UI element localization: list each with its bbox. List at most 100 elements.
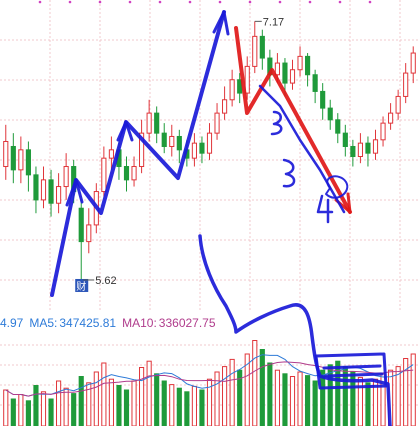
- volume-bar: [71, 393, 77, 426]
- low-marker-glyph: 财: [76, 280, 86, 293]
- candle-body: [403, 72, 409, 97]
- candle-series: [3, 21, 416, 280]
- volume-ma5-line: [5, 354, 414, 397]
- volume-ma10-line: [5, 361, 414, 397]
- candle-body: [18, 149, 24, 171]
- top-marker-dot: [338, 0, 342, 4]
- candle-body: [297, 55, 303, 71]
- volume-ma-legend: 4.97 MA5: 347425.81 MA10: 336027.75: [0, 316, 222, 332]
- candle-body: [63, 166, 69, 188]
- volume-bar: [123, 389, 130, 426]
- volume-series: [3, 340, 416, 426]
- volume-bar: [78, 376, 84, 426]
- volume-bar: [297, 371, 303, 426]
- blue-scribble-3: [282, 158, 296, 188]
- candle-body: [252, 35, 258, 67]
- volume-bar: [403, 358, 409, 426]
- candle-body: [282, 62, 288, 84]
- volume-bar: [206, 378, 213, 426]
- candle-body: [305, 55, 311, 76]
- top-marker-dot: [128, 0, 132, 4]
- top-marker-dot: [68, 0, 72, 4]
- candle-body: [206, 132, 213, 154]
- volume-bar: [108, 378, 114, 426]
- volume-bar: [365, 382, 371, 426]
- blue-loop-to-volume: [198, 234, 392, 426]
- candle-body: [146, 112, 152, 134]
- candle-body: [161, 132, 167, 147]
- candle-body: [169, 135, 175, 147]
- candle-body: [395, 95, 401, 114]
- candle-body: [123, 166, 130, 181]
- candle-body: [108, 149, 114, 159]
- volume-bar: [169, 384, 175, 426]
- red-zigzag-down: [234, 26, 352, 214]
- candle-body: [131, 166, 137, 181]
- hand-drawn-annotations: [50, 10, 392, 426]
- blue-scribble-2: [270, 110, 283, 136]
- top-marker-dot: [158, 0, 162, 4]
- volume-bar: [222, 366, 228, 426]
- blue-trace-down: [258, 84, 346, 214]
- volume-bar: [25, 400, 31, 426]
- top-marker-dot: [248, 0, 252, 4]
- volume-bar: [184, 391, 190, 426]
- candle-body: [365, 142, 371, 154]
- low-price-label: 5.62: [95, 275, 116, 287]
- low-marker-box: [75, 278, 89, 292]
- volume-bar: [282, 373, 288, 426]
- volume-bar: [229, 358, 235, 426]
- volume-bar: [312, 380, 318, 426]
- volume-bar: [10, 398, 16, 426]
- volume-bar: [40, 391, 47, 426]
- candle-body: [191, 142, 197, 159]
- high-price-label: 7.17: [263, 16, 284, 28]
- candle-body: [327, 107, 333, 121]
- candle-body: [259, 35, 265, 59]
- volume-bar: [146, 360, 152, 426]
- candle-body: [154, 112, 160, 134]
- blue-circle: [325, 175, 349, 199]
- candle-body: [56, 186, 62, 204]
- volume-bar: [237, 369, 243, 426]
- candle-body: [357, 142, 363, 158]
- top-marker-dot: [38, 0, 42, 4]
- candle-body: [176, 135, 182, 151]
- volume-bar: [335, 360, 341, 426]
- candle-body: [3, 140, 9, 168]
- volume-bar: [191, 385, 197, 426]
- candle-body: [48, 179, 54, 204]
- candle-body: [335, 119, 341, 134]
- volume-bar: [199, 389, 205, 426]
- volume-bar: [3, 389, 9, 426]
- top-marker-dot: [218, 0, 222, 4]
- volume-bar: [259, 349, 265, 426]
- volume-bar: [357, 376, 363, 426]
- blue-zigzag-up: [50, 10, 226, 297]
- volume-bar: [56, 380, 62, 426]
- candle-body: [101, 157, 107, 193]
- volume-bar: [289, 376, 296, 426]
- volume-bar: [63, 387, 69, 426]
- volume-bar: [327, 364, 333, 426]
- blue-volume-box: [314, 352, 388, 390]
- volume-bar: [350, 371, 356, 426]
- volume-bar: [161, 380, 167, 426]
- candle-body: [78, 207, 84, 243]
- candle-body: [312, 74, 318, 92]
- volume-bar: [395, 366, 401, 426]
- ma5-prefix-value: 4.97: [0, 316, 24, 330]
- candle-body: [25, 149, 31, 176]
- volume-bar: [93, 371, 99, 426]
- volume-bar: [48, 398, 54, 426]
- candle-body: [372, 139, 379, 154]
- candle-body: [320, 90, 326, 109]
- candle-body: [342, 132, 348, 147]
- volume-bar: [116, 385, 122, 426]
- volume-bar: [274, 369, 280, 426]
- volume-bar: [320, 369, 326, 426]
- candle-body: [274, 62, 280, 76]
- candle-body: [33, 174, 39, 201]
